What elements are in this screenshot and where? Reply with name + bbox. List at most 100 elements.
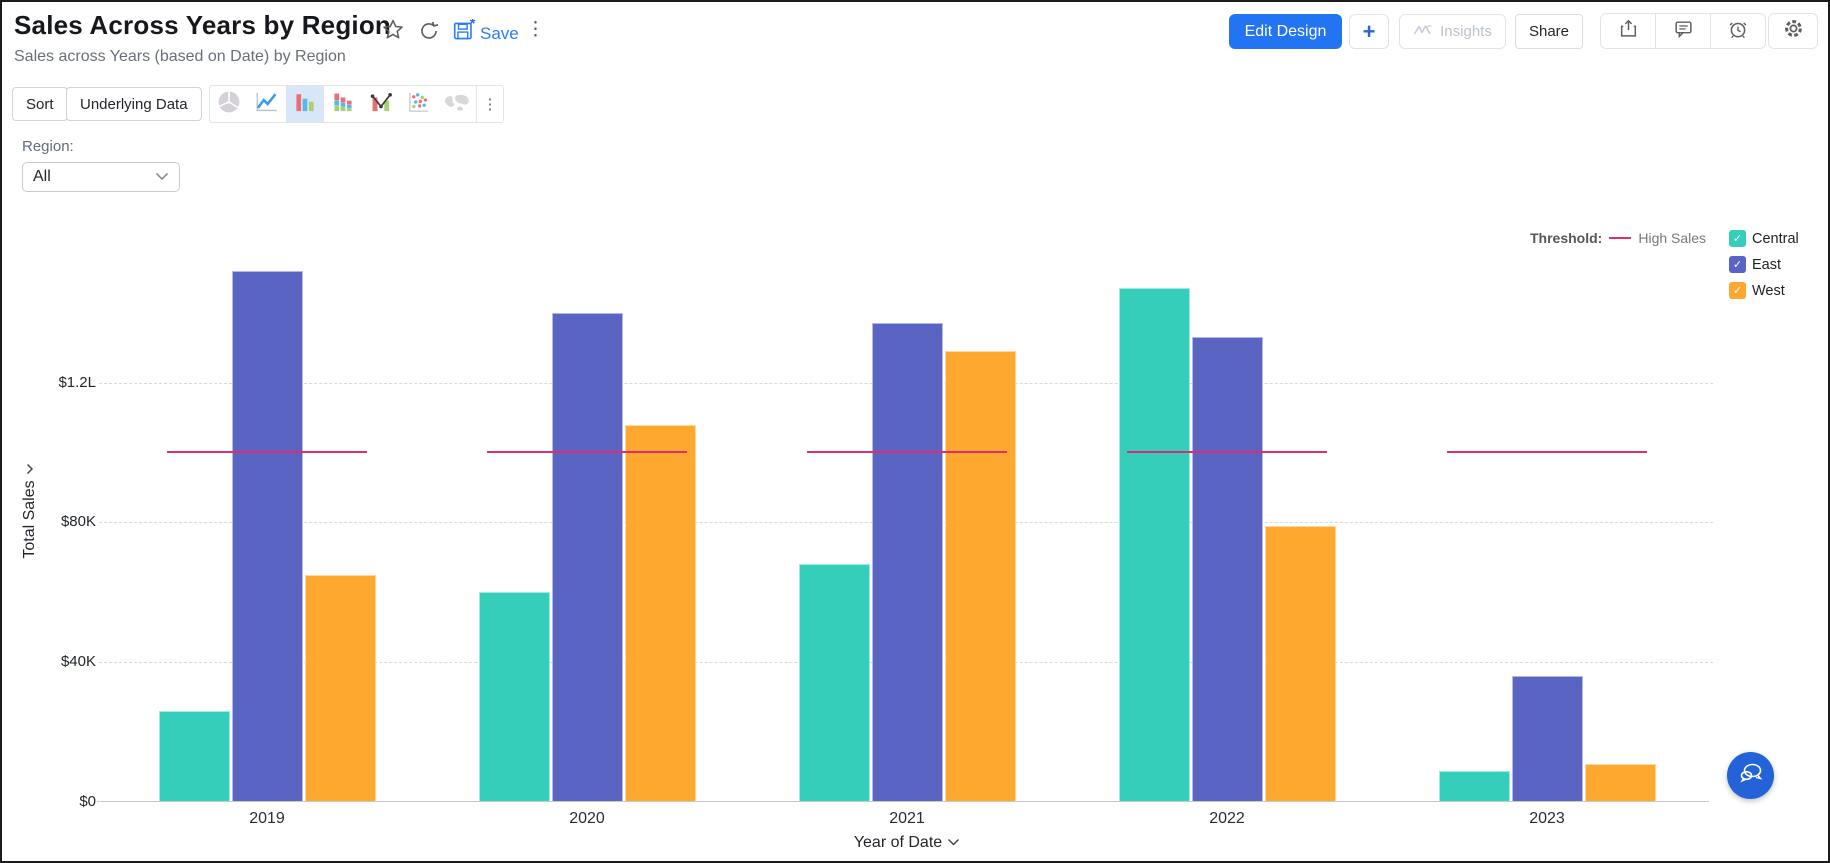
kebab-icon: ⋮ [482, 96, 498, 113]
chart-type-picker: ⋮ [209, 85, 504, 123]
region-filter-value: All [33, 168, 51, 185]
x-tick-label-2023: 2023 [1529, 810, 1565, 827]
header-icon-strip [1600, 13, 1766, 49]
save-icon: * [452, 15, 478, 48]
title-more-menu-button[interactable]: ⋮ [526, 18, 545, 41]
legend-checkbox[interactable]: ✓ [1729, 256, 1746, 273]
underlying-data-button[interactable]: Underlying Data [66, 87, 202, 121]
y-tick-label: $40K [60, 653, 96, 671]
stacked-bar-chart-icon [330, 89, 356, 120]
share-button[interactable]: Share [1515, 14, 1583, 49]
alarm-clock-icon [1727, 18, 1749, 45]
plot-area [99, 187, 1713, 802]
picker-divider [476, 86, 477, 122]
line-chart-icon [254, 89, 280, 120]
region-filter-label: Region: [22, 138, 74, 155]
assistant-chat-fab[interactable] [1727, 752, 1774, 799]
threshold-caption: Threshold: [1530, 230, 1603, 246]
sort-button[interactable]: Sort [12, 87, 68, 121]
page-subtitle: Sales across Years (based on Date) by Re… [14, 48, 346, 65]
x-tick-label-2021: 2021 [889, 810, 925, 827]
legend-label: East [1752, 256, 1782, 273]
chart-type-bar-line[interactable] [362, 86, 400, 122]
settings-button[interactable] [1768, 13, 1818, 49]
x-tick-label-2019: 2019 [249, 810, 285, 827]
bar-central-2022[interactable] [1118, 288, 1190, 802]
chart-type-scatter[interactable] [400, 86, 438, 122]
y-axis-title[interactable]: Total Sales [19, 431, 41, 591]
bar-central-2023[interactable] [1438, 771, 1510, 802]
chevron-icon [21, 463, 39, 475]
bar-east-2023[interactable] [1511, 676, 1583, 802]
bar-group-2019 [107, 187, 427, 802]
history-button[interactable] [1710, 13, 1766, 49]
bar-east-2020[interactable] [551, 313, 623, 802]
threshold-line-swatch [1609, 237, 1632, 239]
x-tick-label-2020: 2020 [569, 810, 605, 827]
bar-chart-icon [292, 89, 318, 120]
bar-west-2021[interactable] [944, 351, 1016, 802]
chevron-down-icon [155, 168, 169, 186]
gear-icon [1782, 17, 1805, 45]
threshold-legend: Threshold: High Sales [1530, 230, 1706, 246]
y-tick-label: $0 [79, 793, 96, 810]
svg-text:*: * [470, 19, 476, 31]
refresh-button[interactable] [418, 20, 440, 45]
y-tick-label: $1.2L [58, 373, 96, 391]
save-button[interactable]: * Save [452, 15, 519, 48]
bar-west-2020[interactable] [624, 425, 696, 802]
region-filter-select[interactable]: All [22, 162, 180, 192]
bar-west-2019[interactable] [304, 575, 376, 802]
bar-east-2021[interactable] [871, 323, 943, 802]
chart-type-line[interactable] [248, 86, 286, 122]
bar-east-2019[interactable] [231, 271, 303, 802]
chart-type-more-button[interactable]: ⋮ [477, 86, 503, 122]
save-label: Save [480, 23, 519, 43]
pie-chart-icon [216, 89, 242, 120]
comments-button[interactable] [1655, 13, 1711, 49]
bar-group-2020 [427, 187, 747, 802]
bar-central-2020[interactable] [478, 592, 550, 802]
export-button[interactable] [1600, 13, 1656, 49]
bar-central-2021[interactable] [798, 564, 870, 802]
legend-checkbox[interactable]: ✓ [1729, 230, 1746, 247]
legend-label: West [1752, 282, 1785, 299]
bar-east-2022[interactable] [1191, 337, 1263, 802]
chart-type-stacked-bar[interactable] [324, 86, 362, 122]
edit-design-button[interactable]: Edit Design [1229, 14, 1342, 49]
x-axis-title-button[interactable]: Year of Date [854, 834, 960, 852]
chat-bubbles-icon [1738, 761, 1764, 790]
kebab-icon: ⋮ [526, 19, 545, 40]
scatter-chart-icon [406, 89, 432, 120]
plus-icon: + [1362, 18, 1376, 44]
legend: ✓ Central ✓ East ✓ West [1729, 230, 1799, 299]
bar-central-2019[interactable] [158, 711, 230, 802]
add-button[interactable]: + [1349, 14, 1389, 49]
bar-group-2021 [747, 187, 1067, 802]
bar-west-2023[interactable] [1584, 764, 1656, 802]
threshold-line-segment [1447, 450, 1647, 453]
legend-label: Central [1752, 230, 1799, 247]
legend-checkbox[interactable]: ✓ [1729, 282, 1746, 299]
x-axis-title: Year of Date [107, 834, 1707, 852]
legend-item-east[interactable]: ✓ East [1729, 256, 1799, 273]
legend-item-west[interactable]: ✓ West [1729, 282, 1799, 299]
chart-type-bar[interactable] [286, 86, 324, 122]
chevron-down-icon [947, 834, 960, 852]
bar-west-2022[interactable] [1264, 526, 1336, 802]
zia-insights-button[interactable]: Insights [1399, 14, 1506, 49]
favorite-button[interactable] [381, 18, 405, 45]
legend-item-central[interactable]: ✓ Central [1729, 230, 1799, 247]
bar-group-2022 [1067, 187, 1387, 802]
threshold-name: High Sales [1638, 230, 1707, 246]
export-icon [1618, 18, 1639, 44]
chart-type-pie[interactable] [210, 86, 248, 122]
refresh-icon [418, 20, 440, 45]
x-tick-label-2022: 2022 [1209, 810, 1245, 827]
comment-icon [1673, 18, 1694, 44]
chart-type-map[interactable] [438, 86, 476, 122]
zia-icon [1413, 22, 1435, 42]
page-title: Sales Across Years by Region [14, 10, 392, 40]
